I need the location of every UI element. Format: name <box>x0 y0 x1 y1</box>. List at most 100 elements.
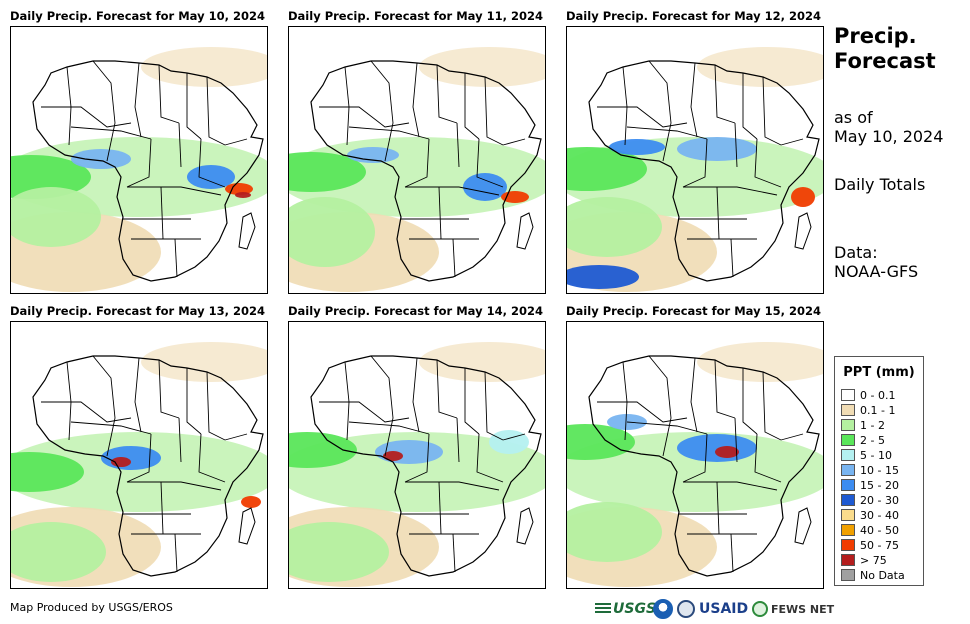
country-border <box>174 533 178 573</box>
country-border <box>404 433 430 483</box>
country-border <box>597 106 688 128</box>
country-border <box>690 62 698 138</box>
forecast-map <box>288 26 546 294</box>
precip-area <box>141 47 267 87</box>
country-border <box>438 186 442 240</box>
country-border <box>134 357 142 433</box>
legend-swatch <box>841 509 855 521</box>
doc-seal-icon <box>677 598 695 620</box>
data-source-label: Data: <box>834 243 878 262</box>
panel-title: Daily Precip. Forecast for May 12, 2024 <box>566 9 821 23</box>
legend-item: > 75 <box>841 554 887 569</box>
precip-area <box>677 137 757 161</box>
coastline <box>32 355 264 577</box>
legend-swatch <box>841 419 855 431</box>
precip-area <box>567 197 662 257</box>
legend-swatch <box>841 479 855 491</box>
precip-area <box>289 197 375 267</box>
panel-title: Daily Precip. Forecast for May 15, 2024 <box>566 304 821 318</box>
map-canvas <box>11 342 267 587</box>
country-border <box>412 357 420 433</box>
country-border <box>370 355 394 419</box>
legend-item: 30 - 40 <box>841 509 899 524</box>
precip-layer <box>289 342 545 587</box>
legend-swatch <box>841 389 855 401</box>
fewsnet-logo: FEWS NET <box>752 598 834 620</box>
madagascar <box>516 507 534 545</box>
country-border <box>174 238 178 278</box>
country-border <box>597 401 688 423</box>
country-border <box>198 433 226 483</box>
legend-label: 15 - 20 <box>860 479 899 492</box>
precip-area <box>289 522 389 582</box>
country-border <box>158 64 180 124</box>
country-border <box>476 433 504 483</box>
precip-area <box>241 496 261 508</box>
forecast-map <box>10 26 268 294</box>
legend-swatch <box>841 404 855 416</box>
country-border <box>344 66 350 146</box>
precip-area <box>567 502 662 562</box>
legend-swatch <box>841 434 855 446</box>
precip-area <box>677 434 757 462</box>
country-border <box>626 421 708 435</box>
country-border <box>662 417 672 457</box>
country-border <box>754 138 782 188</box>
country-border <box>348 126 430 140</box>
precip-area <box>419 47 545 87</box>
coastline <box>32 60 264 282</box>
legend-label: 50 - 75 <box>860 539 899 552</box>
country-border <box>734 417 738 463</box>
country-border <box>41 106 132 128</box>
country-border <box>106 122 116 162</box>
precip-area <box>609 139 665 155</box>
country-border <box>127 481 222 491</box>
precip-area <box>11 452 84 492</box>
country-border <box>456 122 460 168</box>
country-border <box>714 64 736 124</box>
madagascar <box>794 507 812 545</box>
precip-area <box>375 440 443 464</box>
legend-swatch <box>841 539 855 551</box>
country-border <box>436 359 458 419</box>
country-border <box>344 361 350 441</box>
country-border <box>502 433 526 441</box>
legend-item: 15 - 20 <box>841 479 899 494</box>
globe-icon <box>752 601 768 617</box>
precip-layer <box>11 342 267 587</box>
legend-swatch <box>841 569 855 581</box>
country-border <box>622 66 628 146</box>
coastline <box>588 355 820 577</box>
country-border <box>66 361 72 441</box>
legend-label: 0 - 0.1 <box>860 389 896 402</box>
forecast-map <box>288 321 546 589</box>
map-title-line2: Forecast <box>834 49 936 73</box>
map-title: Precip. Forecast <box>834 24 936 74</box>
precip-area <box>697 47 823 87</box>
country-border <box>683 481 778 491</box>
precip-layer <box>289 47 545 292</box>
legend: PPT (mm) 0 - 0.1 0.1 - 1 1 - 2 2 - 5 5 - 10 1… <box>834 356 924 586</box>
country-border <box>682 138 708 188</box>
panel-title: Daily Precip. Forecast for May 10, 2024 <box>10 9 265 23</box>
map-canvas <box>567 342 823 587</box>
country-border <box>452 238 456 278</box>
precip-area <box>567 265 639 289</box>
country-border <box>762 371 782 441</box>
legend-label: > 75 <box>860 554 887 567</box>
legend-label: 2 - 5 <box>860 434 885 447</box>
country-border <box>92 355 116 419</box>
usaid-logo: USAID <box>699 601 749 617</box>
map-title-line1: Precip. <box>834 24 917 48</box>
country-border <box>780 433 804 441</box>
country-border <box>622 361 628 441</box>
legend-label: 30 - 40 <box>860 509 899 522</box>
country-border <box>224 433 248 441</box>
precip-area <box>71 149 131 169</box>
country-border <box>405 481 500 491</box>
precip-area <box>489 430 529 454</box>
forecast-map <box>566 26 824 294</box>
country-border <box>384 417 394 457</box>
country-border <box>438 481 442 535</box>
legend-title: PPT (mm) <box>843 365 915 380</box>
